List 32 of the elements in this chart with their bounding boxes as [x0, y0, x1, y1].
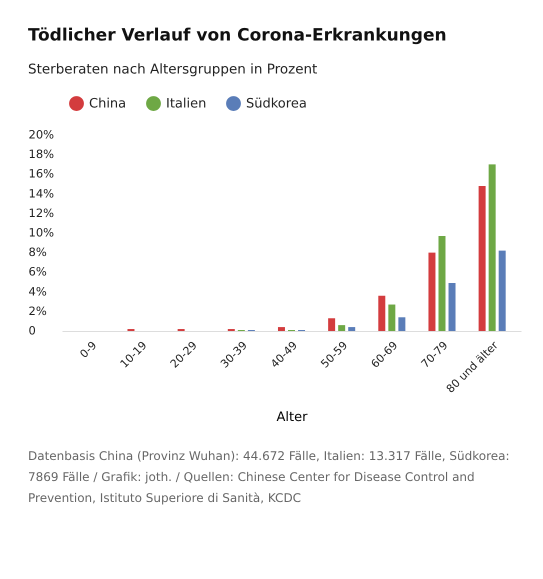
bar	[448, 282, 456, 331]
y-tick-label: 6%	[28, 264, 47, 279]
x-tick-label: 0-9	[77, 338, 100, 361]
y-tick-label: 18%	[28, 147, 54, 162]
bar	[438, 236, 446, 331]
bar	[348, 327, 356, 331]
bar	[328, 318, 336, 331]
bar	[488, 164, 496, 331]
y-tick-label: 20%	[28, 128, 54, 142]
x-axis-title: Alter	[276, 410, 308, 425]
text: Datenbasis China (Provinz Wuhan): 44.672 Fälle, Italien: 13.317 Fälle, Südkorea: 7869 Fälle / Grafik: joth. / Quellen: Chinese Center for Disease Control and Prevention, Istituto Superiore di Sanità, KCDC	[28, 448, 511, 507]
bar	[478, 186, 486, 331]
y-tick-label: 14%	[28, 186, 54, 200]
bar	[388, 304, 396, 331]
legend-label: Italien	[166, 96, 206, 112]
bar	[398, 317, 406, 331]
legend-label: Südkorea	[246, 96, 307, 112]
bar	[338, 325, 346, 331]
bar	[498, 250, 506, 331]
bar	[428, 252, 436, 331]
y-tick-label: 10%	[28, 226, 54, 240]
bar	[378, 296, 386, 331]
chart-title: Tödlicher Verlauf von Corona-Erkrankungen	[28, 26, 447, 46]
legend-label: China	[89, 96, 126, 112]
y-tick-label: 2%	[28, 304, 47, 318]
y-tick-label: 12%	[28, 206, 54, 220]
y-tick-label: 0	[28, 324, 36, 338]
y-tick-label: 8%	[28, 245, 47, 260]
chart-subtitle: Sterberaten nach Altersgruppen in Prozent	[28, 62, 318, 78]
y-tick-label: 16%	[28, 166, 54, 181]
y-tick-label: 4%	[28, 284, 47, 298]
bar	[278, 327, 285, 331]
